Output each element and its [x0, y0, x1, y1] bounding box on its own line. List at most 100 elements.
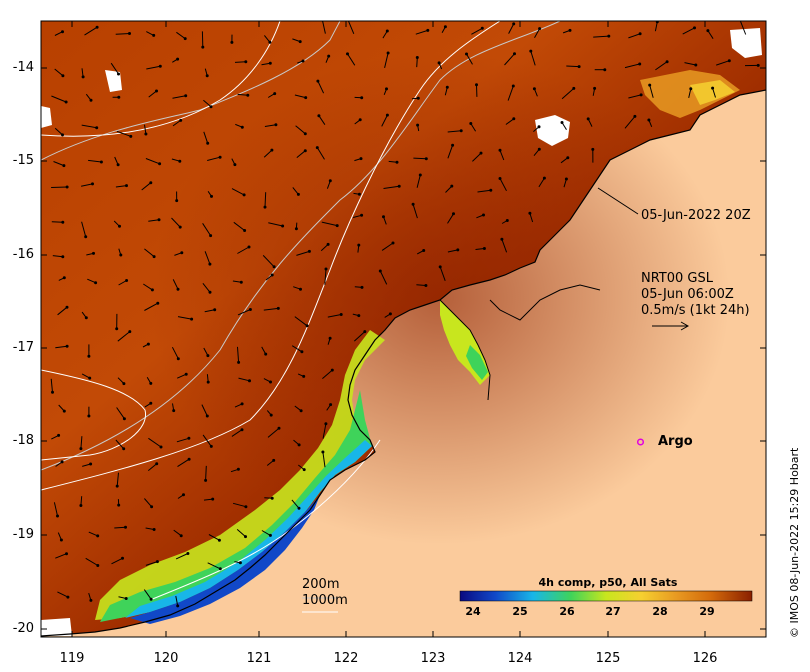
current-vector-head — [84, 316, 88, 320]
current-vector-head — [92, 251, 95, 255]
current-vector-head — [95, 126, 99, 130]
current-vector-head — [155, 560, 159, 564]
current-vector-head — [60, 460, 64, 464]
current-vector-head — [297, 443, 301, 447]
current-vector — [263, 149, 273, 158]
current-vector-head — [62, 409, 66, 413]
current-vector-head — [178, 225, 182, 229]
current-vector — [505, 118, 515, 125]
current-vector — [415, 29, 428, 35]
current-vector — [231, 188, 245, 196]
current-vector-head — [233, 163, 237, 167]
current-vector-head — [301, 59, 305, 63]
current-vector-head — [560, 121, 564, 124]
current-vector — [171, 346, 179, 359]
current-vector-head — [176, 357, 180, 361]
current-vector-head — [150, 288, 154, 292]
current-vector — [507, 85, 514, 101]
current-vector-head — [296, 192, 300, 196]
current-vector — [261, 530, 271, 536]
cloud-gap — [41, 106, 52, 128]
current-vector — [51, 221, 63, 223]
current-vector — [383, 185, 400, 189]
current-vector-head — [186, 552, 190, 555]
current-vector-head — [756, 63, 760, 67]
current-vector — [237, 246, 250, 254]
current-vector-head — [633, 114, 637, 118]
current-vector-head — [572, 86, 576, 90]
current-vector — [416, 284, 426, 286]
current-vector-head — [500, 237, 504, 241]
current-vector-head — [294, 227, 298, 231]
current-vector-head — [89, 98, 93, 102]
current-vector-head — [639, 93, 643, 97]
current-vector — [347, 53, 356, 66]
current-vector — [416, 57, 418, 68]
current-vector-head — [693, 26, 696, 30]
current-vector-head — [328, 179, 332, 183]
current-vector — [81, 221, 87, 237]
current-vector — [347, 21, 355, 34]
current-vector-head — [648, 83, 652, 87]
argo-marker-icon — [636, 438, 645, 446]
current-vector-head — [149, 181, 153, 185]
current-vector-head — [424, 157, 428, 161]
coastal-cyan-band — [125, 440, 372, 618]
current-vector — [233, 221, 245, 231]
current-vector — [88, 159, 102, 163]
current-vector-head — [269, 413, 273, 417]
colorbar-tick-label: 26 — [559, 605, 575, 618]
lat-tick-label: -19 — [12, 527, 34, 542]
current-vector-head — [498, 148, 502, 152]
current-vector-head — [456, 248, 460, 252]
current-vector-head — [183, 37, 187, 41]
current-vector-head — [739, 21, 741, 22]
current-vector-head — [665, 60, 669, 64]
current-vector-head — [505, 219, 509, 222]
current-vector-head — [184, 94, 188, 98]
current-vector — [231, 429, 243, 437]
current-vector-head — [512, 22, 516, 26]
current-vector — [176, 373, 187, 379]
current-vector — [268, 222, 283, 227]
current-time-label: 05-Jun 06:00Z — [641, 287, 734, 302]
current-vector-head — [61, 255, 65, 259]
current-vector — [207, 156, 221, 161]
current-vector — [207, 562, 221, 570]
current-vector — [716, 60, 730, 66]
current-vector-head — [357, 243, 361, 247]
lon-tick-label: 126 — [692, 651, 718, 666]
current-vector — [171, 217, 181, 228]
current-vector-head — [51, 390, 54, 394]
current-vector-head — [274, 123, 278, 127]
current-vector-head — [237, 360, 241, 364]
current-vector-head — [62, 276, 66, 280]
current-vector-head — [638, 62, 642, 66]
colorbar — [459, 590, 753, 602]
current-vector-head — [281, 224, 285, 228]
current-vector-head — [480, 26, 484, 30]
colorbar-tick-label: 25 — [512, 605, 528, 618]
current-vector — [316, 147, 325, 160]
current-vector-head — [179, 118, 183, 122]
current-vector-head — [711, 86, 715, 90]
current-vector-head — [115, 327, 119, 331]
current-vector — [236, 529, 246, 537]
current-vector-head — [479, 151, 483, 155]
current-vector-head — [528, 211, 532, 215]
current-vector-head — [386, 51, 390, 55]
current-vector — [508, 23, 515, 34]
current-vector-head — [416, 96, 420, 100]
current-vector-head — [247, 245, 251, 249]
current-vector — [649, 84, 654, 98]
current-vector — [81, 124, 97, 129]
current-vector — [447, 130, 462, 133]
current-vector-head — [209, 234, 213, 238]
current-vector-head — [209, 105, 213, 109]
current-vector — [688, 88, 692, 99]
current-vector-head — [317, 114, 321, 118]
current-vector — [684, 62, 696, 66]
current-vector — [116, 407, 125, 419]
current-vector — [384, 52, 389, 69]
colorbar-title: 4h comp, p50, All Sats — [538, 576, 678, 589]
